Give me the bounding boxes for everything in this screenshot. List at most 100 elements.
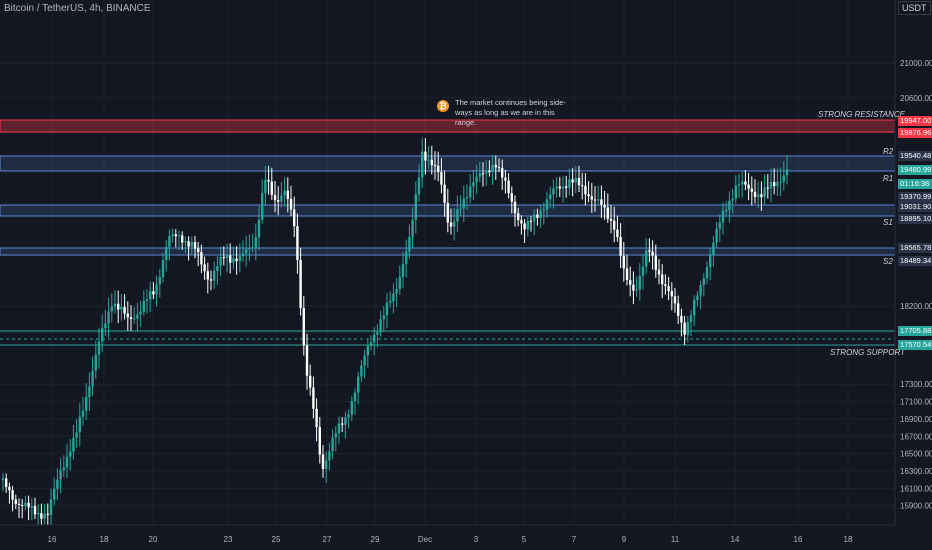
candle-body [69,451,72,457]
date-tick-label: 27 [323,535,332,544]
candle-body [216,265,219,271]
candle-body [574,178,577,183]
candle-body [8,486,11,491]
candle-body [549,194,552,200]
candle-body [155,284,158,295]
strong-support-label: STRONG SUPPORT [830,348,905,357]
candle-body [721,210,725,223]
candle-body [235,258,238,262]
candle-body [353,392,357,402]
candle-body [152,291,155,295]
candle-body [453,221,456,227]
candle-body [30,506,33,508]
strong-resistance-label: STRONG RESISTANCE [818,110,905,119]
candle-body [136,314,139,319]
candle-body [139,311,142,315]
candle-body [555,186,558,189]
r2-label: R2 [883,147,894,156]
candle-body [622,255,625,269]
price-tag-s2-bottom: 18489.34 [898,256,932,266]
candle-body [75,432,78,439]
date-tick-label: 11 [671,535,680,544]
candle-body [53,488,56,500]
candle-body [123,306,126,314]
candle-body [203,264,206,272]
candle-body [14,499,17,504]
candle-body [379,319,382,333]
candle-body [190,242,193,247]
candle-body [65,456,69,468]
candle-body [1,478,5,480]
candle-body [702,278,705,286]
candle-body [341,423,344,425]
candle-body [222,257,225,259]
candle-body [465,197,469,199]
candle-body [187,241,190,247]
date-tick-label: 16 [794,535,803,544]
candle-body [373,334,376,343]
candle-body [113,303,117,307]
candle-body [357,376,360,393]
candle-body [552,188,555,195]
r1-label: R1 [883,174,894,183]
candle-body [597,199,600,201]
candle-body [667,286,670,292]
candle-body [181,235,184,243]
candle-body [657,269,661,275]
bitcoin-icon: ₿ [437,100,449,112]
candle-body [43,513,46,519]
candle-body [193,242,197,249]
candle-body [270,181,273,195]
price-tick-label: 16300.00 [900,467,932,476]
price-axis-bg [895,0,932,550]
candle-body [616,229,619,238]
candle-body [718,222,721,229]
candle-body [606,207,609,219]
symbol-title: Bitcoin / TetherUS, 4h, BINANCE [4,3,151,14]
candle-body [421,151,424,178]
price-tick-label: 16700.00 [900,432,932,441]
candle-body [673,296,677,304]
candle-body [254,237,257,248]
candle-body [110,306,113,312]
candle-body [248,247,251,250]
candle-body [245,249,248,254]
candle-body [21,505,24,507]
candle-body [27,502,30,508]
candle-body [78,416,81,433]
candle-body [350,401,353,415]
candle-body [648,250,651,252]
date-tick-label: 20 [149,535,158,544]
candle-body [485,170,488,174]
candle-body [779,181,782,183]
candle-body [49,499,53,515]
candle-body [398,276,401,289]
candle-body [488,170,491,173]
candle-body [603,204,606,208]
candle-body [705,266,709,279]
candle-body [283,190,286,196]
candle-body [497,167,501,169]
currency-selector[interactable]: USDT [898,1,931,15]
candle-body [85,397,88,411]
candle-body [401,263,405,277]
candle-body [734,185,737,199]
candle-body [37,513,40,515]
candle-body [725,210,728,212]
price-tick-label: 20600.00 [900,94,932,103]
candle-body [427,159,430,161]
date-tick-label: 9 [622,535,627,544]
candle-body [40,513,43,519]
candle-body [478,173,481,177]
price-tick-label: 16900.00 [900,415,932,424]
candle-body [619,237,622,256]
candle-body [776,182,779,187]
candle-body [494,164,497,168]
candle-body [363,355,366,366]
price-tag-strong-support-bottom: 17570.54 [898,340,932,350]
candle-body [683,322,686,335]
candle-body [773,182,776,187]
candle-body [302,308,305,346]
